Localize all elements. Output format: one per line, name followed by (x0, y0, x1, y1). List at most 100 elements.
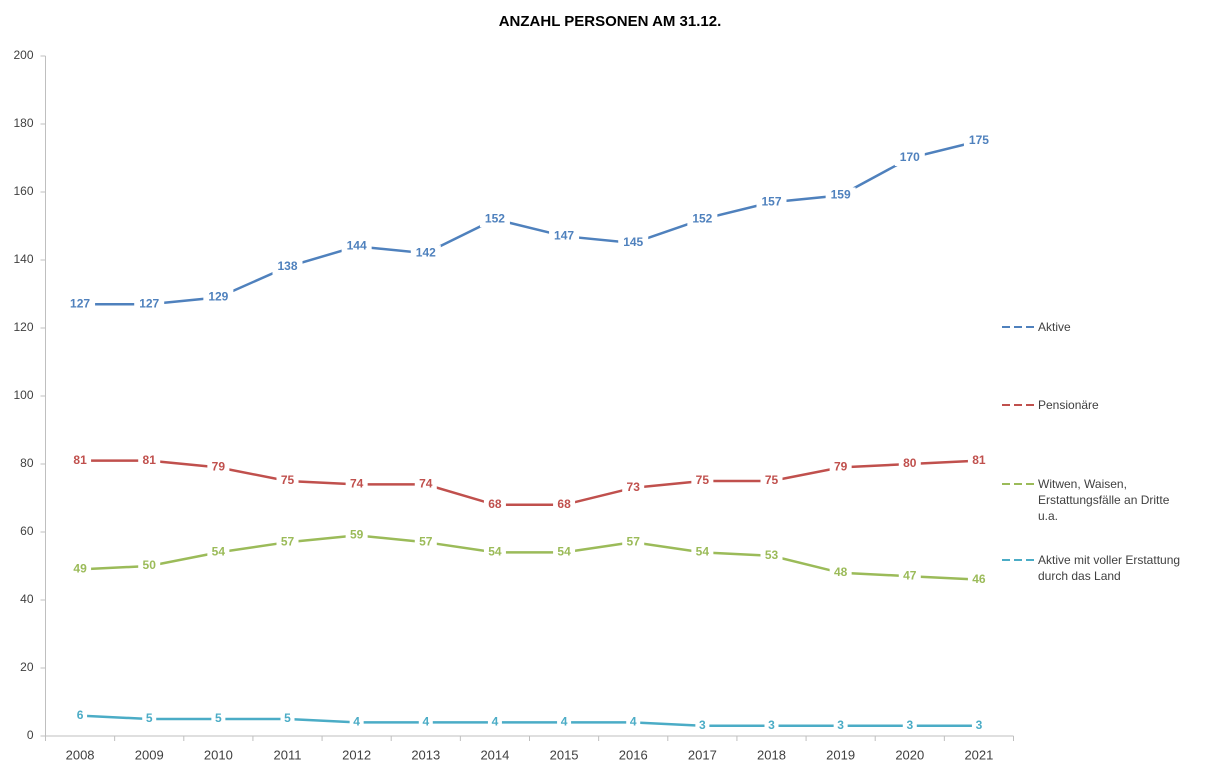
data-label-bg (483, 496, 506, 513)
data-label-bg (142, 711, 157, 727)
y-tick-label: 180 (13, 116, 33, 130)
data-label-bg (898, 456, 921, 472)
data-label: 79 (834, 460, 848, 474)
data-label-bg (963, 133, 994, 149)
data-label-bg (829, 564, 852, 581)
data-label-bg (691, 544, 714, 561)
data-label-bg (557, 714, 572, 731)
data-label-bg (203, 289, 234, 306)
legend-label: Witwen, Waisen, Erstattungsfälle an Drit… (1038, 477, 1170, 523)
data-label: 75 (281, 473, 295, 487)
data-label: 3 (768, 718, 775, 732)
data-label-bg (756, 194, 787, 211)
data-label: 68 (488, 497, 502, 511)
data-label: 48 (834, 565, 848, 579)
x-tick-label: 2016 (619, 747, 648, 762)
data-label-bg (483, 544, 506, 561)
data-label: 142 (416, 245, 436, 259)
data-label: 3 (976, 718, 983, 732)
legend-label: Aktive (1038, 320, 1071, 334)
data-label: 127 (70, 296, 90, 310)
data-label-bg (138, 452, 161, 469)
data-label: 152 (485, 211, 505, 225)
y-tick-label: 160 (13, 184, 33, 198)
data-label-bg (349, 714, 364, 731)
data-label-bg (687, 211, 718, 228)
y-tick-label: 60 (20, 524, 34, 538)
data-label: 144 (347, 239, 367, 253)
chart-title: ANZAHL PERSONEN AM 31.12. (499, 13, 722, 30)
data-label-bg (695, 717, 710, 734)
data-label: 74 (350, 477, 364, 491)
data-label-bg (967, 452, 990, 469)
data-label-bg (622, 534, 645, 551)
data-label: 129 (208, 290, 228, 304)
data-label-bg (549, 228, 580, 245)
data-label: 80 (903, 456, 917, 470)
data-label: 54 (557, 545, 571, 559)
data-label: 81 (972, 453, 986, 467)
y-tick-label: 0 (27, 728, 34, 742)
x-tick-label: 2012 (342, 747, 371, 762)
legend-item: Aktive (1000, 319, 1200, 335)
data-label: 73 (627, 480, 641, 494)
data-label-bg (691, 473, 714, 489)
data-label: 54 (488, 545, 502, 559)
data-label-bg (764, 717, 779, 734)
data-label-bg (414, 476, 437, 493)
data-label: 152 (692, 211, 712, 225)
data-label: 57 (627, 534, 641, 548)
data-label: 46 (972, 572, 986, 586)
data-label-bg (207, 544, 230, 561)
data-label: 138 (277, 259, 297, 273)
data-label-bg (553, 544, 576, 561)
data-label-bg (341, 238, 372, 255)
legend-swatch (1002, 326, 1036, 328)
x-tick-label: 2018 (757, 747, 786, 762)
data-label-bg (65, 296, 96, 313)
data-label: 175 (969, 133, 989, 147)
legend-item: Aktive mit voller Erstattung durch das L… (1000, 552, 1200, 584)
data-label-bg (134, 296, 165, 313)
legend-label: Pensionäre (1038, 398, 1099, 412)
series-line (80, 534, 979, 581)
data-label: 4 (353, 715, 360, 729)
data-label-bg (829, 459, 852, 476)
data-label-bg (971, 717, 986, 734)
data-label: 57 (419, 534, 433, 548)
data-label: 5 (284, 711, 291, 725)
data-label: 57 (281, 534, 295, 548)
data-label: 6 (77, 708, 84, 722)
x-tick-label: 2019 (826, 747, 855, 762)
data-label-bg (211, 711, 226, 727)
data-label: 68 (557, 497, 571, 511)
y-tick-label: 100 (13, 388, 33, 402)
data-label: 75 (765, 473, 779, 487)
data-label: 75 (696, 473, 710, 487)
data-label: 54 (212, 545, 226, 559)
series-line (80, 139, 980, 306)
series-line (80, 459, 979, 507)
data-label: 74 (419, 477, 433, 491)
data-label-bg (276, 473, 299, 489)
data-label: 49 (73, 562, 87, 576)
y-tick-label: 120 (13, 320, 33, 334)
data-label-bg (73, 707, 88, 724)
x-tick-label: 2020 (895, 747, 924, 762)
data-label: 47 (903, 568, 917, 582)
legend-item: Witwen, Waisen, Erstattungsfälle an Drit… (1000, 476, 1200, 524)
data-label-bg (902, 717, 917, 734)
x-tick-label: 2014 (480, 747, 509, 762)
data-label: 5 (146, 711, 153, 725)
legend-swatch (1002, 404, 1036, 406)
data-label-bg (138, 558, 161, 574)
data-label-bg (69, 561, 92, 578)
data-label: 3 (699, 718, 706, 732)
data-label: 170 (900, 150, 920, 164)
data-label: 59 (350, 528, 364, 542)
data-label: 81 (143, 453, 157, 467)
data-label: 50 (143, 558, 157, 572)
data-label-bg (345, 527, 368, 544)
y-tick-label: 200 (13, 48, 33, 62)
